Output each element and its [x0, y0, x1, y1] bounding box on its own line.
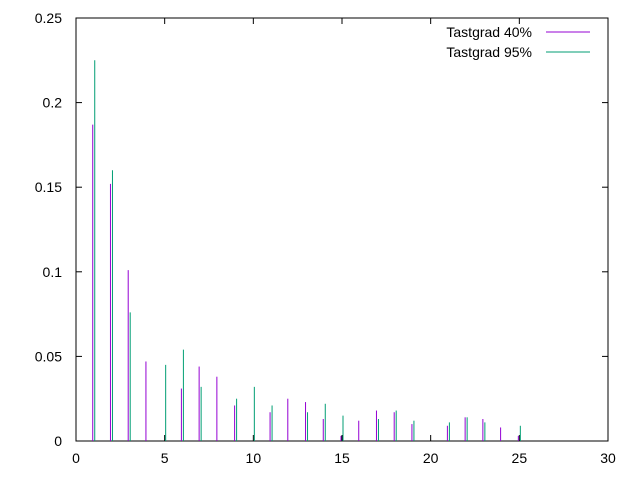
x-tick-label: 30 — [600, 450, 616, 466]
y-tick-label: 0.05 — [35, 348, 62, 364]
x-tick-label: 15 — [334, 450, 350, 466]
y-tick-label: 0.15 — [35, 179, 62, 195]
y-tick-label: 0.25 — [35, 10, 62, 26]
x-tick-label: 20 — [423, 450, 439, 466]
x-tick-label: 5 — [161, 450, 169, 466]
x-tick-label: 25 — [512, 450, 528, 466]
legend: Tastgrad 40% Tastgrad 95% — [446, 24, 590, 60]
axes: 0 5 10 15 20 25 30 0 0.05 0.1 0.15 0.2 0.25 — [35, 10, 616, 466]
y-tick-label: 0.2 — [43, 95, 63, 111]
plot-frame — [75, 17, 609, 442]
y-tick-label: 0 — [54, 433, 62, 449]
x-tick-label: 0 — [72, 450, 80, 466]
legend-label-series-2: Tastgrad 95% — [446, 44, 532, 60]
legend-label-series-1: Tastgrad 40% — [446, 24, 532, 40]
bars — [92, 60, 521, 441]
y-tick-label: 0.1 — [43, 264, 63, 280]
x-tick-label: 10 — [246, 450, 262, 466]
